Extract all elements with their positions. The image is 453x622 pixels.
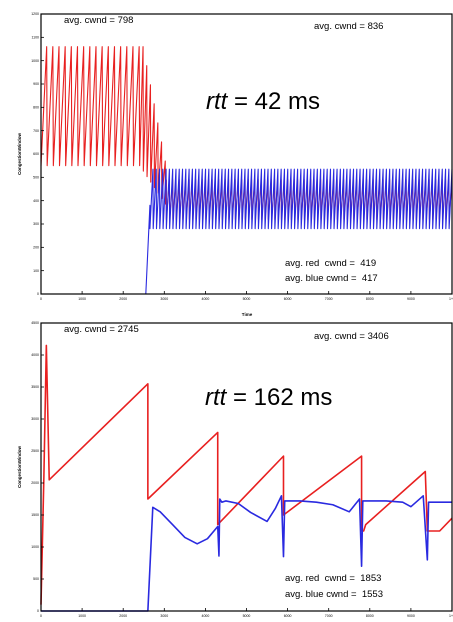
x-tick-label: 8000 [366,614,374,618]
top-chart-series [40,46,453,295]
x-tick-label: 1+1 [449,297,453,301]
top-chart-ylabel: CongestionWindow [17,133,22,175]
x-tick-label: 5000 [243,614,251,618]
top-chart-rtt-prefix: rtt [206,88,229,115]
x-tick-label: 9000 [407,297,415,301]
y-tick-label: 4500 [31,321,39,325]
y-tick-label: 300 [33,222,39,226]
series-line-blue [41,168,453,295]
y-tick-label: 900 [33,82,39,86]
top-chart-avg-red-cwnd: avg. red cwnd = 419 [285,258,376,269]
x-tick-label: 1000 [78,614,86,618]
bottom-chart-ticks: 01000200030004000500060007000800090001+1… [31,321,453,618]
bottom-chart-avg-red-cwnd: avg. red cwnd = 1853 [285,573,381,584]
top-chart-avg-cwnd-right: avg. cwnd = 836 [314,21,383,32]
y-tick-label: 1100 [31,36,39,40]
x-tick-label: 1000 [78,297,86,301]
x-tick-label: 6000 [284,297,292,301]
y-tick-label: 200 [33,246,39,250]
top-chart: 01000200030004000500060007000800090001+1… [17,12,453,317]
bottom-chart-avg-blue-cwnd: avg. blue cwnd = 1553 [285,589,383,600]
y-tick-label: 800 [33,106,39,110]
y-tick-label: 600 [33,152,39,156]
x-tick-label: 1+1 [449,614,453,618]
x-tick-label: 2000 [119,297,127,301]
y-tick-label: 2000 [31,481,39,485]
series-line-red [40,46,453,220]
x-tick-label: 7000 [325,297,333,301]
y-tick-label: 1000 [31,545,39,549]
y-tick-label: 500 [33,176,39,180]
y-tick-label: 1500 [31,513,39,517]
y-tick-label: 1200 [31,12,39,16]
bottom-chart-rtt-value: = 162 ms [226,384,332,411]
x-tick-label: 9000 [407,614,415,618]
y-tick-label: 0 [37,292,39,296]
bottom-chart-avg-cwnd-left: avg. cwnd = 2745 [64,324,139,335]
series-line-red [40,344,453,605]
y-tick-label: 0 [37,609,39,613]
x-tick-label: 3000 [160,297,168,301]
y-tick-label: 100 [33,269,39,273]
top-chart-avg-blue-cwnd: avg. blue cwnd = 417 [285,273,378,284]
y-tick-label: 4000 [31,353,39,357]
top-chart-ticks: 01000200030004000500060007000800090001+1… [31,12,453,301]
bottom-chart-rtt-prefix: rtt [205,384,228,411]
y-tick-label: 1000 [31,59,39,63]
bottom-chart-plot-frame [40,322,453,612]
x-tick-label: 5000 [243,297,251,301]
top-chart-rtt-value: = 42 ms [227,88,320,115]
y-tick-label: 400 [33,199,39,203]
y-tick-label: 3500 [31,385,39,389]
bottom-chart-ylabel: CongestionWindow [17,446,22,488]
x-tick-label: 4000 [202,297,210,301]
bottom-chart-avg-cwnd-right: avg. cwnd = 3406 [314,331,389,342]
y-tick-label: 500 [33,577,39,581]
x-tick-label: 6000 [284,614,292,618]
y-tick-label: 700 [33,129,39,133]
x-tick-label: 3000 [160,614,168,618]
top-chart-avg-cwnd-left: avg. cwnd = 798 [64,15,133,26]
bottom-chart: 01000200030004000500060007000800090001+1… [17,321,453,618]
top-chart-xlabel: Time [242,312,253,317]
series-line-blue [41,495,452,612]
bottom-chart-series [40,344,453,612]
x-tick-label: 2000 [119,614,127,618]
bottom-chart-rtt-label: rtt = 162 ms [205,384,332,411]
y-tick-label: 3000 [31,417,39,421]
top-chart-rtt-label: rtt = 42 ms [206,88,320,115]
x-tick-label: 0 [40,297,42,301]
x-tick-label: 8000 [366,297,374,301]
x-tick-label: 0 [40,614,42,618]
x-tick-label: 7000 [325,614,333,618]
y-tick-label: 2500 [31,449,39,453]
x-tick-label: 4000 [202,614,210,618]
